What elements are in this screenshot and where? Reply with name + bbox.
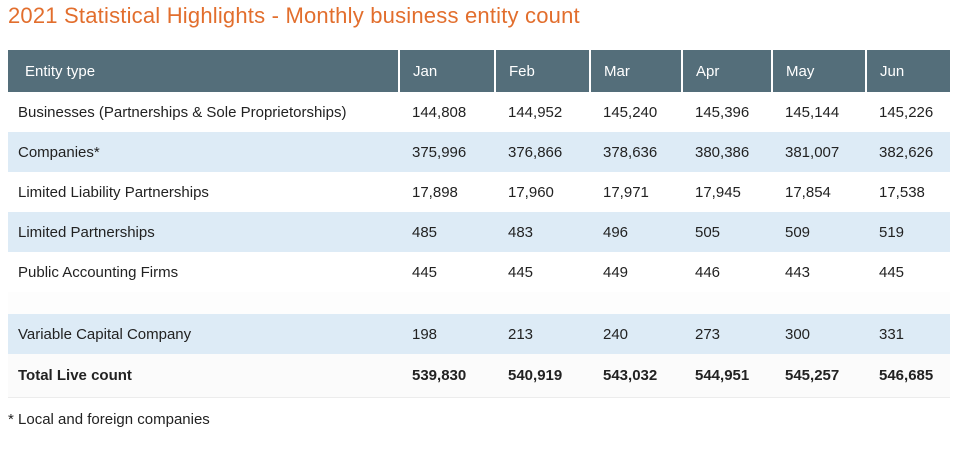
value-cell: 545,257 bbox=[772, 354, 866, 398]
value-cell: 145,144 bbox=[772, 92, 866, 132]
value-cell: 381,007 bbox=[772, 132, 866, 172]
value-cell: 17,971 bbox=[590, 172, 682, 212]
column-header-entity-type: Entity type bbox=[8, 50, 399, 92]
footnote: * Local and foreign companies bbox=[8, 410, 210, 428]
value-cell: 382,626 bbox=[866, 132, 950, 172]
table-row: Companies* 375,996 376,866 378,636 380,386 38… bbox=[8, 132, 950, 172]
entity-type-cell: Limited Liability Partnerships bbox=[8, 172, 399, 212]
value-cell: 17,538 bbox=[866, 172, 950, 212]
value-cell: 519 bbox=[866, 212, 950, 252]
value-cell: 546,685 bbox=[866, 354, 950, 398]
value-cell: 445 bbox=[866, 252, 950, 292]
value-cell: 380,386 bbox=[682, 132, 772, 172]
column-header-apr: Apr bbox=[681, 50, 772, 92]
value-cell: 17,898 bbox=[399, 172, 495, 212]
entity-table: Entity type Jan Feb Mar Apr May Jun Busi… bbox=[8, 50, 950, 398]
entity-type-cell: Companies* bbox=[8, 132, 399, 172]
value-cell: 331 bbox=[866, 314, 950, 354]
value-cell: 273 bbox=[682, 314, 772, 354]
column-header-jun: Jun bbox=[865, 50, 950, 92]
total-row: Total Live count 539,830 540,919 543,032 544… bbox=[8, 354, 950, 398]
header-row: Entity type Jan Feb Mar Apr May Jun bbox=[8, 50, 950, 92]
entity-type-cell: Limited Partnerships bbox=[8, 212, 399, 252]
value-cell: 509 bbox=[772, 212, 866, 252]
value-cell: 144,808 bbox=[399, 92, 495, 132]
entity-type-cell: Total Live count bbox=[8, 354, 399, 398]
value-cell: 378,636 bbox=[590, 132, 682, 172]
value-cell: 145,226 bbox=[866, 92, 950, 132]
value-cell: 445 bbox=[495, 252, 590, 292]
value-cell: 544,951 bbox=[682, 354, 772, 398]
value-cell: 145,396 bbox=[682, 92, 772, 132]
value-cell: 505 bbox=[682, 212, 772, 252]
table-row: Limited Liability Partnerships 17,898 17,9… bbox=[8, 172, 950, 212]
column-header-feb: Feb bbox=[494, 50, 590, 92]
value-cell: 213 bbox=[495, 314, 590, 354]
column-header-may: May bbox=[771, 50, 866, 92]
table-row: Limited Partnerships 485 483 496 505 509 519 bbox=[8, 212, 950, 252]
table-row: Variable Capital Company 198 213 240 273 300 3… bbox=[8, 314, 950, 354]
value-cell: 376,866 bbox=[495, 132, 590, 172]
table-body: Businesses (Partnerships & Sole Propriet… bbox=[8, 92, 950, 398]
value-cell: 375,996 bbox=[399, 132, 495, 172]
value-cell: 446 bbox=[682, 252, 772, 292]
table-row: Public Accounting Firms 445 445 449 446 443 44… bbox=[8, 252, 950, 292]
entity-type-cell: Businesses (Partnerships & Sole Propriet… bbox=[8, 92, 399, 132]
table-header: Entity type Jan Feb Mar Apr May Jun bbox=[8, 50, 950, 92]
value-cell: 198 bbox=[399, 314, 495, 354]
page-title: 2021 Statistical Highlights - Monthly bu… bbox=[8, 3, 580, 28]
value-cell: 17,854 bbox=[772, 172, 866, 212]
entity-type-cell: Variable Capital Company bbox=[8, 314, 399, 354]
value-cell: 300 bbox=[772, 314, 866, 354]
column-header-jan: Jan bbox=[398, 50, 495, 92]
value-cell: 449 bbox=[590, 252, 682, 292]
value-cell: 240 bbox=[590, 314, 682, 354]
value-cell: 540,919 bbox=[495, 354, 590, 398]
value-cell: 543,032 bbox=[590, 354, 682, 398]
value-cell: 443 bbox=[772, 252, 866, 292]
value-cell: 539,830 bbox=[399, 354, 495, 398]
value-cell: 144,952 bbox=[495, 92, 590, 132]
value-cell: 17,960 bbox=[495, 172, 590, 212]
value-cell: 483 bbox=[495, 212, 590, 252]
value-cell: 485 bbox=[399, 212, 495, 252]
value-cell: 445 bbox=[399, 252, 495, 292]
entity-type-cell: Public Accounting Firms bbox=[8, 252, 399, 292]
spacer-row bbox=[8, 292, 950, 314]
value-cell: 145,240 bbox=[590, 92, 682, 132]
spacer-cell bbox=[8, 292, 950, 314]
value-cell: 17,945 bbox=[682, 172, 772, 212]
value-cell: 496 bbox=[590, 212, 682, 252]
table-row: Businesses (Partnerships & Sole Propriet… bbox=[8, 92, 950, 132]
column-header-mar: Mar bbox=[589, 50, 682, 92]
